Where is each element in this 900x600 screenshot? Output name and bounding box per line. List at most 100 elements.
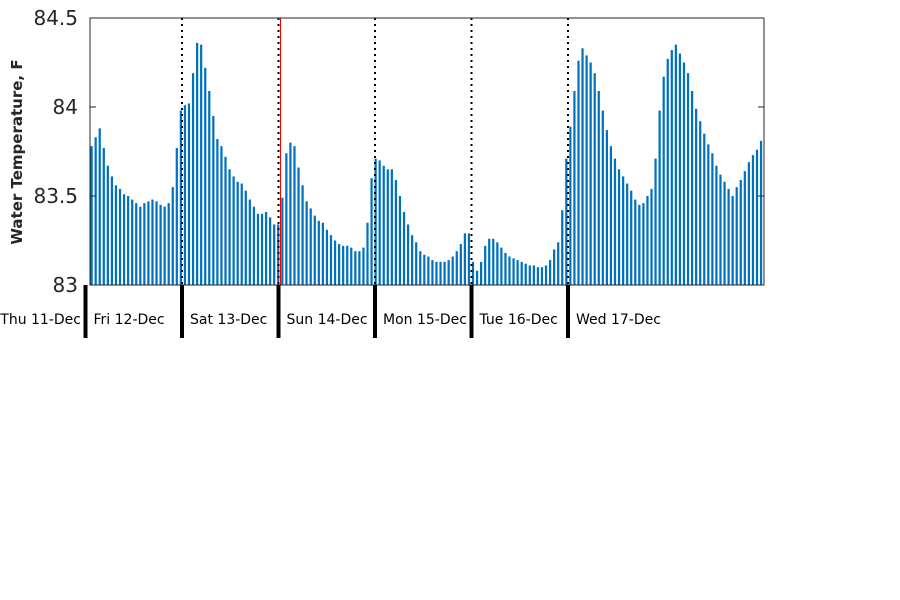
temperature-bar bbox=[183, 105, 187, 285]
temperature-bar bbox=[187, 103, 191, 285]
temperature-bar bbox=[500, 247, 503, 285]
temperature-bar bbox=[232, 176, 235, 285]
temperature-bar bbox=[346, 245, 349, 285]
y-axis-ticks: 83 83.5 84 84.5 bbox=[33, 6, 764, 297]
temperature-bar bbox=[524, 263, 527, 285]
temperature-bar bbox=[695, 108, 698, 285]
day-separators bbox=[181, 18, 569, 285]
temperature-bar bbox=[585, 55, 588, 285]
temperature-bar bbox=[135, 203, 138, 285]
temperature-bar bbox=[256, 213, 260, 285]
temperature-bar bbox=[573, 90, 576, 285]
y-tick-label: 83 bbox=[53, 273, 78, 297]
temperature-bar bbox=[613, 158, 617, 285]
temperature-bar bbox=[536, 267, 540, 285]
temperature-bar bbox=[593, 73, 596, 286]
temperature-bar bbox=[220, 146, 223, 285]
temperature-bar bbox=[386, 169, 389, 285]
temperature-bar bbox=[139, 206, 142, 285]
temperature-bar bbox=[626, 183, 629, 285]
temperature-bar bbox=[224, 156, 227, 285]
temperature-bar bbox=[492, 238, 495, 285]
temperature-bar bbox=[244, 190, 247, 285]
temperature-bar bbox=[666, 58, 669, 285]
temperature-bar bbox=[390, 169, 393, 285]
temperature-bar bbox=[370, 178, 373, 285]
temperature-bar bbox=[670, 50, 673, 285]
temperature-bar bbox=[406, 224, 410, 285]
temperature-bar bbox=[216, 139, 219, 285]
temperature-bar bbox=[597, 90, 600, 285]
temperature-bar bbox=[553, 249, 556, 285]
temperature-bar bbox=[731, 196, 734, 285]
temperature-bar bbox=[475, 270, 479, 285]
temperature-bar bbox=[759, 140, 763, 285]
temperature-bar bbox=[755, 149, 759, 285]
temperature-bar bbox=[577, 60, 580, 285]
temperature-bar bbox=[674, 44, 677, 286]
temperature-bar bbox=[678, 53, 682, 285]
temperature-bar bbox=[504, 252, 507, 285]
temperature-bar bbox=[325, 229, 329, 285]
temperature-bar bbox=[329, 235, 333, 285]
temperature-bar bbox=[467, 233, 471, 285]
temperature-bar bbox=[435, 261, 438, 285]
temperature-bar bbox=[167, 203, 170, 285]
temperature-bar bbox=[398, 196, 402, 285]
temperature-bar bbox=[488, 238, 491, 285]
temperature-bar bbox=[431, 260, 434, 285]
day-label: Fri 12-Dec bbox=[94, 312, 165, 328]
plot-frame bbox=[89, 17, 765, 286]
temperature-bar bbox=[415, 242, 418, 285]
y-tick-label: 83.5 bbox=[33, 184, 78, 208]
temperature-bar bbox=[191, 73, 195, 286]
temperature-bar bbox=[208, 90, 211, 285]
temperature-bar bbox=[260, 213, 264, 285]
temperature-bar bbox=[309, 208, 312, 285]
temperature-bar bbox=[337, 244, 341, 285]
temperature-bar bbox=[650, 188, 653, 285]
temperature-bar bbox=[98, 128, 101, 285]
day-label: Tue 16-Dec bbox=[479, 312, 558, 328]
temperature-bar bbox=[159, 204, 162, 285]
y-tick-label: 84 bbox=[53, 95, 78, 119]
temperature-bar bbox=[378, 160, 381, 285]
temperature-bar bbox=[654, 158, 657, 285]
temperature-bar bbox=[362, 247, 365, 285]
temperature-bar bbox=[122, 194, 126, 285]
temperature-bar bbox=[374, 158, 377, 285]
temperature-bar bbox=[711, 153, 714, 285]
temperature-bar bbox=[354, 251, 357, 285]
y-tick-label: 84.5 bbox=[33, 6, 78, 30]
temperature-bar bbox=[715, 165, 718, 285]
temperature-bar bbox=[147, 201, 150, 285]
temperature-bar bbox=[569, 126, 572, 285]
temperature-bar bbox=[127, 196, 130, 285]
temperature-bar bbox=[285, 153, 288, 285]
temperature-bar bbox=[143, 203, 146, 285]
temperature-bar bbox=[463, 233, 466, 285]
temperature-bar bbox=[212, 115, 215, 286]
temperature-bar bbox=[723, 181, 726, 285]
temperature-bar bbox=[382, 165, 385, 285]
day-label: Sun 14-Dec bbox=[287, 312, 368, 328]
temperature-bar bbox=[110, 176, 114, 285]
temperature-bar bbox=[106, 165, 109, 285]
temperature-bar bbox=[751, 155, 755, 285]
temperature-bar bbox=[682, 62, 686, 285]
temperature-bar bbox=[179, 110, 182, 285]
temperature-bar bbox=[557, 242, 560, 285]
day-label: Thu 11-Dec bbox=[0, 312, 81, 328]
temperature-bar bbox=[540, 267, 544, 285]
temperature-bar bbox=[686, 73, 690, 286]
day-label: Sat 13-Dec bbox=[190, 312, 267, 328]
day-axis: Thu 11-Dec Fri 12-Dec Sat 13-Dec Sun 14-Dec… bbox=[0, 285, 661, 338]
temperature-bar bbox=[496, 242, 499, 285]
temperature-bar bbox=[512, 258, 515, 285]
temperature-bar bbox=[427, 256, 430, 285]
temperature-bar bbox=[366, 222, 369, 285]
temperature-bar bbox=[690, 90, 694, 285]
temperature-bar bbox=[532, 265, 535, 285]
temperature-bar bbox=[131, 199, 134, 285]
